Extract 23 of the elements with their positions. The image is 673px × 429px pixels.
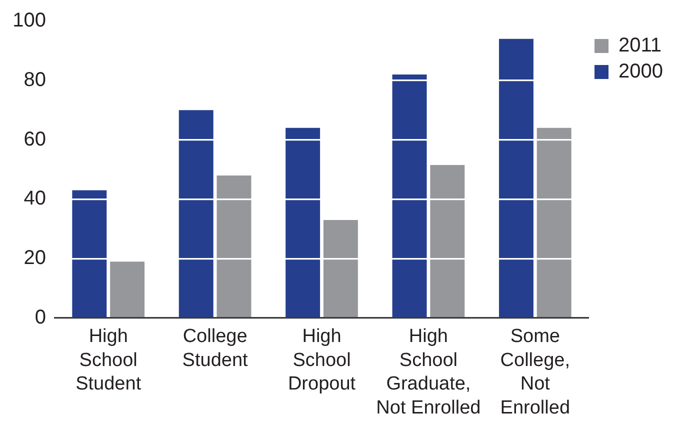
y-tick-label: 80 (24, 68, 46, 91)
x-tick-label: Some College, Not Enrolled (500, 326, 570, 418)
x-tick-label: High School Student (76, 326, 142, 395)
bar (110, 262, 145, 318)
legend-label: 2000 (618, 60, 664, 83)
bar (498, 38, 534, 318)
legend-label: 2011 (618, 34, 662, 57)
bar (392, 74, 427, 318)
x-tick-label: College Student (182, 326, 249, 371)
bar (430, 165, 465, 318)
y-tick-label: 40 (24, 188, 46, 210)
y-tick-label: 60 (24, 128, 46, 150)
bar (72, 190, 107, 318)
y-tick-label: 100 (12, 10, 46, 32)
x-tick-label: High School Graduate, Not Enrolled (376, 326, 481, 418)
x-tick-label: High School Dropout (288, 326, 356, 395)
bar (286, 128, 320, 318)
bar (323, 220, 358, 318)
bar (178, 110, 214, 318)
y-tick-label: 20 (24, 247, 46, 270)
bar (536, 128, 572, 318)
y-tick-label: 0 (34, 306, 46, 329)
bar (216, 175, 252, 318)
